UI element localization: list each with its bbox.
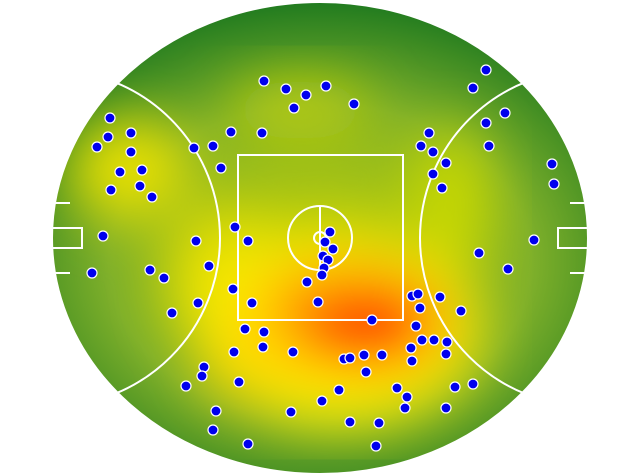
point [225,126,237,138]
point [136,164,148,176]
point [203,260,215,272]
point [257,341,269,353]
point [401,391,413,403]
point [502,263,514,275]
point [428,334,440,346]
point [258,326,270,338]
point [144,264,156,276]
point [285,406,297,418]
point [146,191,158,203]
point [190,235,202,247]
point [192,297,204,309]
point [427,146,439,158]
point [327,243,339,255]
point [114,166,126,178]
point [528,234,540,246]
point [358,349,370,361]
point [233,376,245,388]
point [239,323,251,335]
point [324,226,336,238]
point [246,297,258,309]
point [198,361,210,373]
point [480,64,492,76]
points [86,64,560,452]
point [166,307,178,319]
point [312,296,324,308]
point [288,102,300,114]
point [406,355,418,367]
point [105,184,117,196]
point [97,230,109,242]
point [399,402,411,414]
point [333,384,345,396]
point [416,334,428,346]
point [125,146,137,158]
point [242,438,254,450]
point [427,168,439,180]
point [319,236,331,248]
point [215,162,227,174]
point [316,269,328,281]
point [373,417,385,429]
point [125,127,137,139]
point [188,142,200,154]
point [414,302,426,314]
point [102,131,114,143]
point [449,381,461,393]
point [436,182,448,194]
point [366,314,378,326]
point [391,382,403,394]
point [104,112,116,124]
point [423,127,435,139]
point [483,140,495,152]
point [480,117,492,129]
point [280,83,292,95]
point [546,158,558,170]
point [256,127,268,139]
point [370,440,382,452]
point [228,346,240,358]
point [287,346,299,358]
point [91,141,103,153]
point [412,288,424,300]
point [415,140,427,152]
point [360,366,372,378]
point [455,305,467,317]
point [473,247,485,259]
point [434,291,446,303]
point [405,342,417,354]
point [348,98,360,110]
point [242,235,254,247]
point [376,349,388,361]
point [207,140,219,152]
point [316,395,328,407]
point [86,267,98,279]
point [548,178,560,190]
point [467,82,479,94]
point [301,276,313,288]
point [158,272,170,284]
point [210,405,222,417]
point [300,89,312,101]
point [440,348,452,360]
point [440,402,452,414]
point [344,416,356,428]
point [467,378,479,390]
point [196,370,208,382]
point [320,80,332,92]
point [229,221,241,233]
point [440,157,452,169]
point [344,352,356,364]
point [227,283,239,295]
point [207,424,219,436]
point [499,107,511,119]
point [134,180,146,192]
point [410,320,422,332]
point [258,75,270,87]
point [180,380,192,392]
point [441,336,453,348]
